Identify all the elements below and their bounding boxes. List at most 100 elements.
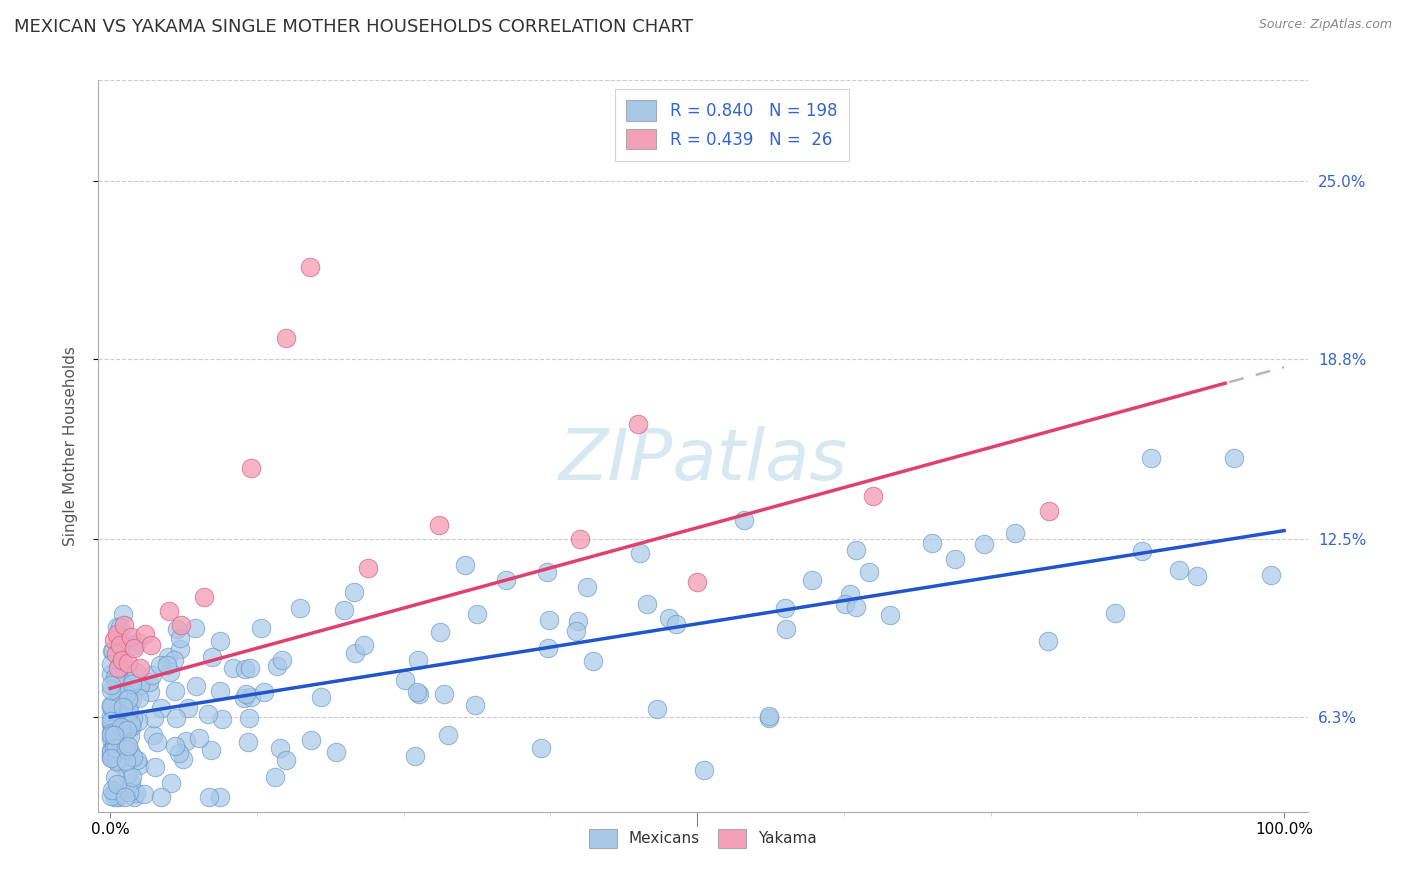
Point: [1038, 634, 1060, 648]
Point: [160, 776, 183, 790]
Point: [628, 546, 651, 560]
Point: [1104, 606, 1126, 620]
Point: [839, 587, 862, 601]
Point: [115, 766, 138, 780]
Point: [266, 658, 288, 673]
Point: [110, 721, 132, 735]
Point: [858, 565, 880, 579]
Point: [165, 711, 187, 725]
Point: [834, 597, 856, 611]
Point: [148, 658, 170, 673]
Point: [1260, 567, 1282, 582]
Point: [733, 512, 755, 526]
Point: [121, 691, 143, 706]
Point: [183, 621, 205, 635]
Point: [100, 722, 122, 736]
Point: [100, 726, 122, 740]
Point: [1004, 525, 1026, 540]
Point: [103, 728, 125, 742]
Point: [104, 671, 127, 685]
Point: [325, 745, 347, 759]
Point: [100, 749, 122, 764]
Point: [149, 790, 172, 805]
Point: [103, 786, 125, 800]
Point: [166, 622, 188, 636]
Point: [1222, 450, 1244, 465]
Point: [118, 729, 141, 743]
Point: [879, 608, 901, 623]
Point: [105, 620, 128, 634]
Point: [627, 417, 650, 432]
Point: [159, 665, 181, 679]
Point: [238, 711, 260, 725]
Point: [129, 678, 152, 692]
Point: [127, 714, 149, 729]
Point: [162, 653, 184, 667]
Point: [114, 687, 136, 701]
Point: [239, 661, 262, 675]
Point: [1038, 503, 1060, 517]
Point: [108, 638, 131, 652]
Point: [120, 717, 142, 731]
Point: [177, 701, 200, 715]
Point: [105, 627, 128, 641]
Point: [208, 684, 231, 698]
Point: [138, 685, 160, 699]
Point: [236, 735, 259, 749]
Point: [169, 632, 191, 646]
Point: [101, 644, 124, 658]
Point: [201, 649, 224, 664]
Point: [121, 770, 143, 784]
Point: [862, 489, 884, 503]
Point: [187, 731, 209, 745]
Point: [582, 654, 605, 668]
Point: [100, 657, 122, 671]
Point: [121, 676, 143, 690]
Point: [132, 788, 155, 802]
Point: [122, 750, 145, 764]
Point: [100, 747, 122, 762]
Point: [104, 790, 127, 805]
Point: [115, 723, 138, 737]
Point: [239, 690, 262, 704]
Point: [105, 741, 128, 756]
Point: [108, 723, 131, 738]
Point: [973, 536, 995, 550]
Point: [309, 690, 332, 704]
Point: [686, 575, 709, 590]
Point: [118, 716, 141, 731]
Point: [645, 702, 668, 716]
Point: [1167, 563, 1189, 577]
Point: [1185, 569, 1208, 583]
Point: [115, 742, 138, 756]
Point: [253, 685, 276, 699]
Point: [100, 699, 122, 714]
Point: [120, 776, 142, 790]
Point: [112, 720, 135, 734]
Point: [115, 636, 138, 650]
Point: [270, 653, 292, 667]
Point: [117, 656, 139, 670]
Point: [100, 743, 122, 757]
Point: [333, 603, 356, 617]
Point: [100, 751, 122, 765]
Point: [357, 561, 380, 575]
Point: [249, 621, 271, 635]
Point: [107, 747, 129, 762]
Point: [117, 701, 139, 715]
Point: [127, 753, 149, 767]
Point: [276, 331, 298, 345]
Point: [184, 680, 207, 694]
Point: [118, 744, 141, 758]
Point: [100, 667, 122, 681]
Point: [636, 597, 658, 611]
Point: [404, 749, 426, 764]
Point: [157, 604, 180, 618]
Point: [105, 777, 128, 791]
Point: [141, 638, 163, 652]
Point: [233, 662, 256, 676]
Point: [344, 646, 367, 660]
Point: [775, 623, 797, 637]
Point: [773, 601, 796, 615]
Point: [408, 687, 430, 701]
